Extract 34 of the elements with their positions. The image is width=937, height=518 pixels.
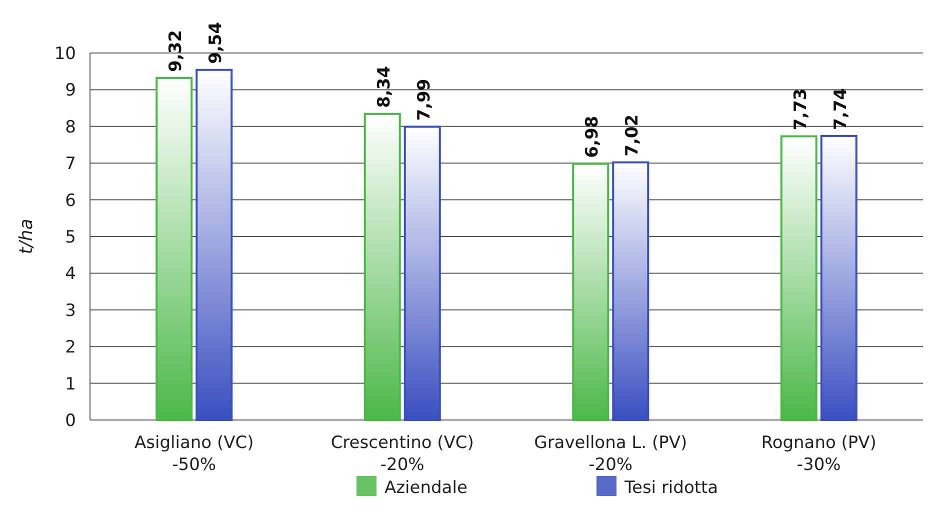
data-label: 7,99 [414, 78, 434, 121]
data-label: 7,73 [790, 88, 811, 130]
x-tick-label: Rognano (PV) -30% [761, 433, 876, 475]
y-axis-title: t/ha [16, 218, 37, 254]
bar [156, 76, 193, 421]
y-tick-label: 9 [65, 80, 76, 101]
y-tick-label: 10 [54, 44, 76, 64]
y-tick-label: 3 [65, 300, 76, 321]
data-label: 9,54 [206, 22, 226, 64]
y-tick-label: 2 [65, 338, 76, 358]
x-tick-label: Asigliano (VC) -50% [134, 433, 254, 475]
y-tick-label: 1 [65, 374, 76, 394]
data-label: 9,32 [166, 30, 186, 72]
data-label: 6,98 [582, 116, 603, 158]
bar [612, 161, 650, 421]
y-tick-label: 4 [65, 264, 76, 284]
bar [572, 162, 610, 421]
data-label: 8,34 [374, 66, 394, 108]
bar [780, 135, 818, 421]
bar [196, 68, 233, 421]
y-tick-label: 5 [65, 227, 76, 248]
legend-label: Tesi ridotta [624, 478, 718, 498]
bar [404, 126, 441, 421]
x-tick-label: Crescentino (VC) -20% [330, 433, 474, 475]
y-tick-label: 8 [65, 117, 76, 138]
y-tick-label: 0 [65, 410, 76, 431]
bar [820, 134, 858, 421]
legend-label: Aziendale [384, 478, 468, 498]
data-label: 7,02 [622, 114, 643, 156]
y-tick-label: 6 [65, 190, 76, 211]
y-tick-label: 7 [65, 154, 76, 174]
bar [364, 112, 401, 421]
x-tick-label: Gravellona L. (PV) -20% [534, 433, 688, 475]
data-label: 7,74 [830, 88, 851, 130]
